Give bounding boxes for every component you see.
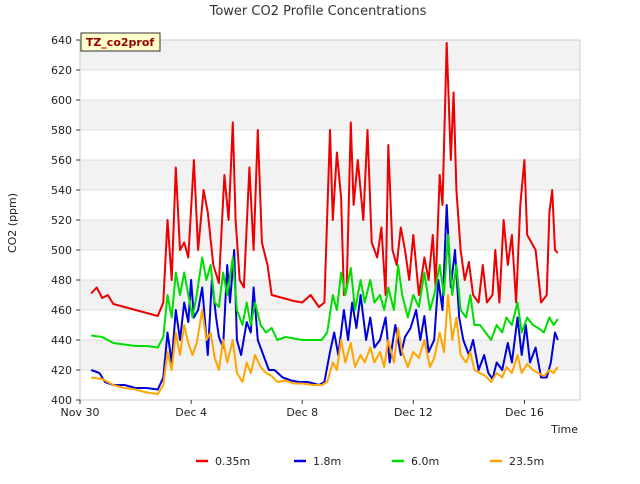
x-tick-label: Dec 12 (394, 406, 433, 419)
y-tick-label: 580 (51, 124, 72, 137)
legend-label: 23.5m (509, 455, 544, 468)
y-tick-label: 500 (51, 244, 72, 257)
x-axis-ticks: Nov 30 Dec 4 Dec 8 Dec 12 Dec 16 (61, 400, 544, 419)
legend-label: 6.0m (411, 455, 439, 468)
y-axis-ticks: 400 420 440 460 480 500 520 540 560 580 600 620 640 (51, 34, 80, 407)
legend-label: 0.35m (215, 455, 250, 468)
grid-band (80, 100, 580, 130)
y-tick-label: 520 (51, 214, 72, 227)
grid-band (80, 220, 580, 250)
x-tick-label: Dec 8 (286, 406, 318, 419)
y-tick-label: 620 (51, 64, 72, 77)
y-axis-label: CO2 (ppm) (6, 193, 19, 253)
site-label-box: TZ_co2prof (80, 32, 161, 52)
y-tick-label: 400 (51, 394, 72, 407)
site-label: TZ_co2prof (86, 36, 155, 49)
series-line-23.5m (90, 294, 559, 395)
grid-band (80, 160, 580, 190)
y-tick-label: 640 (51, 34, 72, 47)
y-tick-label: 480 (51, 274, 72, 287)
x-tick-label: Dec 16 (505, 406, 544, 419)
grid-band (80, 280, 580, 310)
x-tick-label: Dec 4 (175, 406, 207, 419)
legend-label: 1.8m (313, 455, 341, 468)
y-tick-label: 460 (51, 304, 72, 317)
y-tick-label: 420 (51, 364, 72, 377)
series-lines (90, 42, 559, 395)
y-tick-label: 600 (51, 94, 72, 107)
legend: 0.35m 1.8m 6.0m 23.5m (196, 455, 544, 468)
x-tick-label: Nov 30 (61, 406, 100, 419)
grid-band (80, 40, 580, 70)
series-line-0.35m (90, 42, 559, 317)
x-axis-label: Time (550, 423, 578, 436)
y-tick-label: 540 (51, 184, 72, 197)
series-line-6.0m (90, 234, 559, 349)
y-tick-label: 560 (51, 154, 72, 167)
chart-title: Tower CO2 Profile Concentrations (209, 4, 427, 19)
y-tick-label: 440 (51, 334, 72, 347)
series-line-1.8m (90, 204, 559, 391)
